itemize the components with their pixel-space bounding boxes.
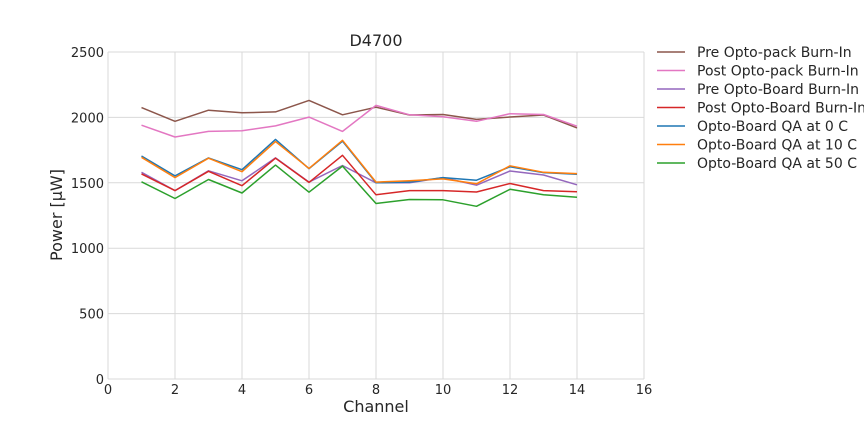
- x-axis-label: Channel: [343, 397, 409, 416]
- y-tick-label: 0: [96, 373, 104, 388]
- x-tick-label: 6: [305, 383, 313, 398]
- legend-entry-label: Opto-Board QA at 10 C: [697, 138, 857, 154]
- series-line-opto-board-qa-at-50-c: [141, 164, 578, 208]
- series-line-pre-opto-pack-burn-in: [141, 99, 578, 129]
- x-tick-label: 14: [569, 383, 586, 398]
- legend-entry-label: Post Opto-pack Burn-In: [697, 64, 859, 80]
- x-tick-label: 4: [238, 383, 246, 398]
- y-tick-label: 1500: [71, 177, 104, 192]
- legend-entry-label: Opto-Board QA at 50 C: [697, 156, 857, 172]
- y-axis-label: Power [μW]: [47, 169, 66, 261]
- chart-title: D4700: [349, 31, 402, 50]
- x-tick-label: 16: [636, 383, 653, 398]
- series-line-post-opto-board-burn-in: [141, 154, 578, 196]
- legend-entry-label: Pre Opto-Board Burn-In: [697, 82, 859, 98]
- grid: [107, 51, 645, 380]
- legend-entry-label: Post Opto-Board Burn-In: [697, 101, 864, 117]
- x-tick-label: 2: [171, 383, 179, 398]
- series-line-opto-board-qa-at-10-c: [141, 139, 578, 185]
- legend-entry-label: Opto-Board QA at 0 C: [697, 119, 848, 135]
- y-tick-label: 500: [79, 308, 104, 323]
- y-tick-label: 2000: [71, 111, 104, 126]
- y-tick-label: 1000: [71, 242, 104, 257]
- x-tick-label: 10: [435, 383, 452, 398]
- x-tick-label: 12: [502, 383, 519, 398]
- legend: Pre Opto-pack Burn-In Post Opto-pack Burn…: [657, 45, 864, 172]
- series-group: [141, 99, 578, 208]
- axes: 0 2 4 6 8 10 12 14 16 0 500 1000 1500 2000 2500: [71, 46, 652, 398]
- x-tick-label: 0: [104, 383, 112, 398]
- x-tick-label: 8: [372, 383, 380, 398]
- legend-entry-label: Pre Opto-pack Burn-In: [697, 45, 852, 61]
- y-tick-label: 2500: [71, 46, 104, 61]
- series-line-post-opto-pack-burn-in: [141, 104, 578, 138]
